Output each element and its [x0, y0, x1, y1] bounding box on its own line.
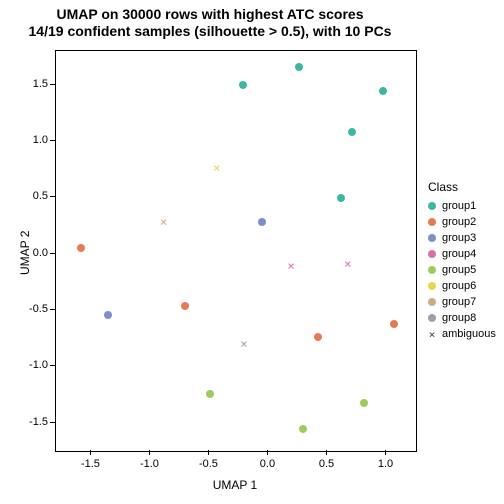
x-tick-label: -0.5 [199, 458, 218, 470]
legend-item: group1 [428, 198, 496, 214]
y-tick-mark [50, 196, 55, 197]
legend-label: ambiguous [442, 328, 496, 340]
data-point-cross: × [287, 260, 294, 272]
chart-title-line1: UMAP on 30000 rows with highest ATC scor… [0, 6, 420, 23]
y-tick-mark [50, 365, 55, 366]
x-tick-label: 0.5 [319, 458, 334, 470]
data-point [299, 425, 307, 433]
y-tick-label: 1.0 [20, 134, 48, 146]
legend-swatch [428, 218, 436, 226]
legend-swatch [428, 250, 436, 258]
legend-label: group3 [442, 232, 476, 244]
legend-item: group6 [428, 278, 496, 294]
legend-item: group5 [428, 262, 496, 278]
data-point [390, 320, 398, 328]
legend-label: group6 [442, 280, 476, 292]
legend-title: Class [428, 180, 496, 194]
legend-label: group8 [442, 312, 476, 324]
y-tick-label: -1.5 [20, 416, 48, 428]
legend: Class group1group2group3group4group5grou… [428, 180, 496, 342]
data-point [314, 333, 322, 341]
legend-label: group1 [442, 200, 476, 212]
y-tick-mark [50, 422, 55, 423]
y-tick-label: 0.5 [20, 190, 48, 202]
x-tick-mark [90, 450, 91, 455]
x-tick-mark [208, 450, 209, 455]
y-tick-mark [50, 140, 55, 141]
y-tick-label: -1.0 [20, 359, 48, 371]
data-point [379, 87, 387, 95]
x-tick-label: 0.0 [260, 458, 275, 470]
x-tick-mark [149, 450, 150, 455]
legend-item: group7 [428, 294, 496, 310]
chart-title-line2: 14/19 confident samples (silhouette > 0.… [0, 23, 420, 40]
data-point [104, 311, 112, 319]
x-tick-label: -1.0 [140, 458, 159, 470]
data-point [77, 244, 85, 252]
x-axis-label: UMAP 1 [55, 478, 415, 492]
data-point-cross: × [213, 162, 220, 174]
y-tick-mark [50, 84, 55, 85]
y-tick-label: 1.5 [20, 78, 48, 90]
legend-item: group2 [428, 214, 496, 230]
data-point [181, 302, 189, 310]
legend-swatch [428, 298, 436, 306]
x-tick-label: 1.0 [378, 458, 393, 470]
data-point-cross: × [160, 216, 167, 228]
chart-title: UMAP on 30000 rows with highest ATC scor… [0, 6, 420, 40]
y-tick-mark [50, 253, 55, 254]
data-point [295, 63, 303, 71]
y-tick-label: -0.5 [20, 303, 48, 315]
data-point-cross: × [240, 338, 247, 350]
figure: UMAP on 30000 rows with highest ATC scor… [0, 0, 504, 504]
x-tick-mark [267, 450, 268, 455]
legend-label: group4 [442, 248, 476, 260]
legend-swatch [428, 202, 436, 210]
legend-swatch [428, 282, 436, 290]
y-axis-label: UMAP 2 [18, 231, 32, 275]
legend-label: group7 [442, 296, 476, 308]
legend-cross-icon: × [428, 328, 436, 341]
data-point [258, 218, 266, 226]
data-point [206, 390, 214, 398]
legend-items: group1 group2 group3 group4 group5 group6 grou… [428, 198, 496, 342]
x-tick-mark [385, 450, 386, 455]
x-tick-label: -1.5 [81, 458, 100, 470]
legend-label: group2 [442, 216, 476, 228]
data-point [348, 128, 356, 136]
legend-label: group5 [442, 264, 476, 276]
data-point-cross: × [344, 258, 351, 270]
legend-swatch [428, 234, 436, 242]
legend-item: group8 [428, 310, 496, 326]
legend-swatch [428, 266, 436, 274]
legend-item: × ambiguous [428, 326, 496, 342]
data-point [239, 81, 247, 89]
legend-swatch [428, 314, 436, 322]
legend-item: group3 [428, 230, 496, 246]
plot-area [55, 50, 417, 452]
x-tick-mark [326, 450, 327, 455]
data-point [337, 194, 345, 202]
y-tick-mark [50, 309, 55, 310]
data-point [360, 399, 368, 407]
legend-item: group4 [428, 246, 496, 262]
